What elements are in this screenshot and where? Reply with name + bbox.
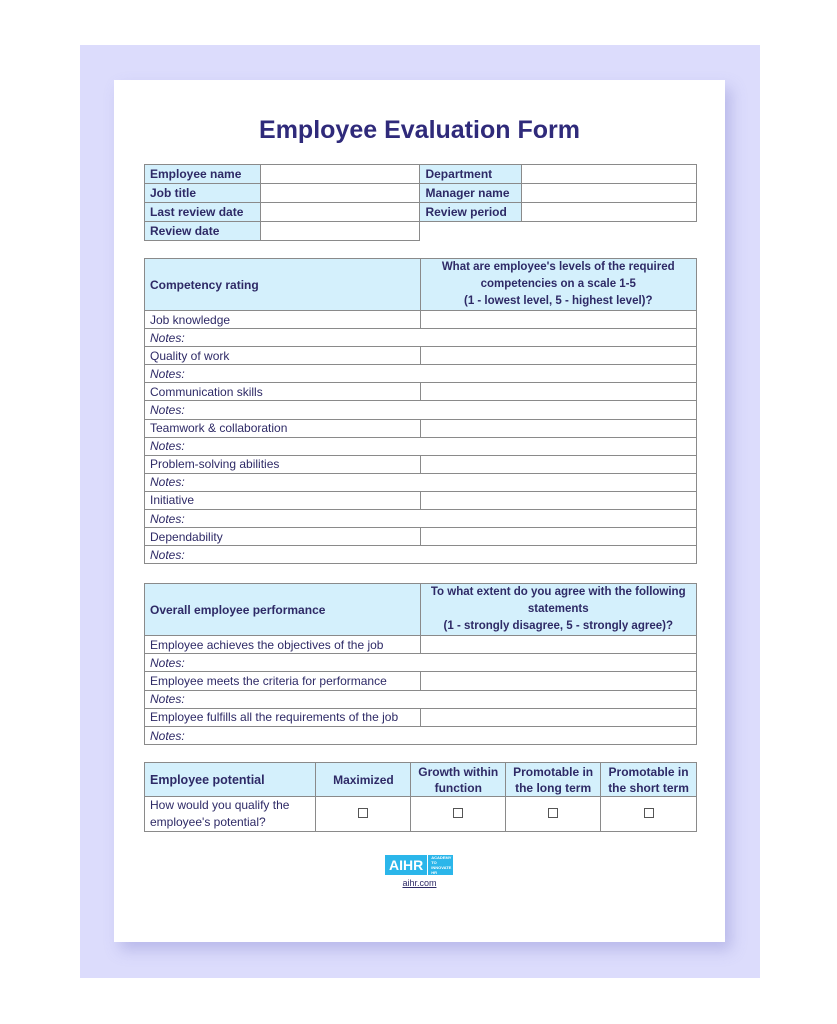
department-field[interactable] xyxy=(521,164,697,184)
rating-field[interactable] xyxy=(419,490,697,511)
rating-field[interactable] xyxy=(419,382,697,402)
item-label: Job knowledge xyxy=(144,309,421,330)
rating-row: Employee achieves the objectives of the … xyxy=(144,634,698,655)
notes-row: Notes: xyxy=(144,653,697,673)
department-label: Department xyxy=(419,164,523,184)
form-page: Employee Evaluation Form Employee name De… xyxy=(114,80,725,942)
rating-row: Communication skills xyxy=(144,382,697,402)
rating-field[interactable] xyxy=(419,671,698,691)
employee-name-field[interactable] xyxy=(259,164,421,184)
notes-row: Notes: xyxy=(144,472,697,492)
notes-field[interactable]: Notes: xyxy=(144,653,697,673)
last-review-date-field[interactable] xyxy=(259,202,421,222)
job-title-label: Job title xyxy=(144,183,261,203)
performance-table: Overall employee performance To what ext… xyxy=(144,583,698,746)
item-label: Employee achieves the objectives of the … xyxy=(144,634,421,655)
long-term-checkbox[interactable] xyxy=(548,807,559,818)
item-label: Initiative xyxy=(144,490,421,511)
manager-name-label: Manager name xyxy=(419,183,523,203)
rating-field[interactable] xyxy=(419,309,697,330)
question-line: To what extent do you agree with the fol… xyxy=(430,586,686,598)
notes-row: Notes: xyxy=(144,725,697,746)
aihr-logo: AIHR ACADEMY TO INNOVATE HR xyxy=(385,855,453,875)
competency-header: Competency rating xyxy=(144,258,421,311)
notes-field[interactable]: Notes: xyxy=(144,328,697,348)
manager-name-field[interactable] xyxy=(521,183,697,203)
notes-field[interactable]: Notes: xyxy=(144,509,697,529)
item-label: Communication skills xyxy=(144,382,421,402)
logo-tagline: ACADEMY TO INNOVATE HR xyxy=(427,855,451,875)
item-label: Teamwork & collaboration xyxy=(144,418,421,438)
item-label: Employee meets the criteria for performa… xyxy=(144,671,421,691)
notes-row: Notes: xyxy=(144,545,697,565)
review-date-label: Review date xyxy=(144,221,261,241)
rating-row: Employee fulfills all the requirements o… xyxy=(144,707,698,727)
aihr-link[interactable]: aihr.com xyxy=(402,878,437,888)
maximized-checkbox[interactable] xyxy=(358,807,369,818)
question-line: competencies on a scale 1-5 xyxy=(480,278,636,290)
rating-row: Problem-solving abilities xyxy=(144,454,697,474)
item-label: Problem-solving abilities xyxy=(144,454,421,474)
question-line: What are employee's levels of the requir… xyxy=(441,261,675,273)
rating-field[interactable] xyxy=(419,634,698,655)
rating-field[interactable] xyxy=(419,346,697,366)
short-term-checkbox[interactable] xyxy=(643,807,654,818)
review-date-field[interactable] xyxy=(259,221,421,241)
notes-row: Notes: xyxy=(144,328,697,348)
rating-field[interactable] xyxy=(419,454,697,474)
performance-header: Overall employee performance xyxy=(144,583,421,636)
notes-field[interactable]: Notes: xyxy=(144,400,697,420)
competency-question: What are employee's levels of the requir… xyxy=(419,258,697,311)
growth-checkbox[interactable] xyxy=(453,807,464,818)
notes-field[interactable]: Notes: xyxy=(144,725,697,746)
rating-row: Employee meets the criteria for performa… xyxy=(144,671,698,691)
rating-row: Quality of work xyxy=(144,346,697,366)
question-line: (1 - strongly disagree, 5 - strongly agr… xyxy=(443,620,673,632)
notes-field[interactable]: Notes: xyxy=(144,545,697,565)
notes-row: Notes: xyxy=(144,689,697,709)
employee-name-label: Employee name xyxy=(144,164,261,184)
rating-field[interactable] xyxy=(419,707,698,727)
notes-field[interactable]: Notes: xyxy=(144,364,697,384)
competency-table: Competency rating What are employee's le… xyxy=(144,258,697,565)
notes-row: Notes: xyxy=(144,509,697,529)
notes-field[interactable]: Notes: xyxy=(144,472,697,492)
page-title: Employee Evaluation Form xyxy=(259,116,580,144)
notes-field[interactable]: Notes: xyxy=(144,436,697,456)
review-period-field[interactable] xyxy=(521,202,697,222)
item-label: Employee fulfills all the requirements o… xyxy=(144,707,421,727)
col-maximized: Maximized xyxy=(315,762,412,797)
item-label: Dependability xyxy=(144,527,421,547)
rating-row: Teamwork & collaboration xyxy=(144,418,697,438)
question-line: statements xyxy=(527,603,589,615)
rating-field[interactable] xyxy=(419,527,697,547)
col-long-term: Promotable in the long term xyxy=(505,762,602,797)
col-growth: Growth within function xyxy=(410,762,507,797)
potential-table: Employee potential Maximized Growth with… xyxy=(143,762,697,832)
performance-question: To what extent do you agree with the fol… xyxy=(419,583,698,636)
notes-row: Notes: xyxy=(144,364,697,384)
col-short-term: Promotable in the short term xyxy=(600,762,697,797)
notes-row: Notes: xyxy=(144,400,697,420)
item-label: Quality of work xyxy=(144,346,421,366)
potential-header: Employee potential xyxy=(143,762,317,797)
notes-field[interactable]: Notes: xyxy=(144,689,697,709)
potential-question: How would you qualify the employee's pot… xyxy=(143,796,317,832)
job-title-field[interactable] xyxy=(259,183,421,203)
question-line: (1 - lowest level, 5 - highest level)? xyxy=(463,295,653,307)
notes-row: Notes: xyxy=(144,436,697,456)
rating-row: Initiative xyxy=(144,490,697,511)
rating-row: Job knowledge xyxy=(144,309,697,330)
rating-row: Dependability xyxy=(144,527,697,547)
rating-field[interactable] xyxy=(419,418,697,438)
logo-text: AIHR xyxy=(389,857,424,873)
employee-info-table: Employee name Department Job title Manager… xyxy=(144,164,697,241)
last-review-date-label: Last review date xyxy=(144,202,261,222)
review-period-label: Review period xyxy=(419,202,523,222)
